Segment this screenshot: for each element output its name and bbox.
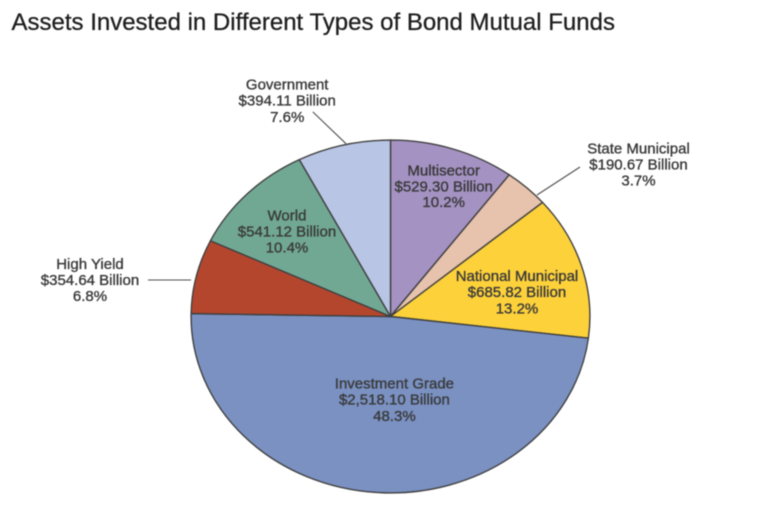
svg-text:Assets Invested in Different T: Assets Invested in Different Types of Bo…: [12, 9, 615, 36]
svg-text:13.2%: 13.2%: [496, 300, 539, 317]
svg-text:High Yield: High Yield: [56, 256, 124, 273]
svg-text:10.4%: 10.4%: [266, 240, 309, 257]
svg-text:$2,518.10 Billion: $2,518.10 Billion: [339, 392, 450, 409]
svg-text:48.3%: 48.3%: [373, 408, 416, 425]
svg-text:7.6%: 7.6%: [270, 109, 304, 126]
svg-text:10.2%: 10.2%: [422, 194, 465, 211]
svg-text:Multisector: Multisector: [407, 163, 480, 180]
svg-text:National Municipal: National Municipal: [456, 268, 579, 285]
svg-text:Investment Grade: Investment Grade: [335, 376, 454, 393]
svg-text:6.8%: 6.8%: [73, 288, 107, 305]
svg-text:$394.11 Billion: $394.11 Billion: [239, 93, 336, 110]
svg-text:$190.67 Billion: $190.67 Billion: [589, 157, 687, 174]
svg-text:$541.12 Billion: $541.12 Billion: [238, 224, 336, 241]
svg-text:World: World: [268, 208, 307, 225]
svg-text:$354.64 Billion: $354.64 Billion: [41, 272, 139, 289]
svg-text:State Municipal: State Municipal: [587, 141, 690, 158]
svg-text:3.7%: 3.7%: [621, 173, 655, 190]
svg-text:$529.30 Billion: $529.30 Billion: [394, 178, 492, 195]
svg-text:$685.82 Billion: $685.82 Billion: [468, 284, 566, 301]
svg-text:Government: Government: [246, 77, 329, 94]
